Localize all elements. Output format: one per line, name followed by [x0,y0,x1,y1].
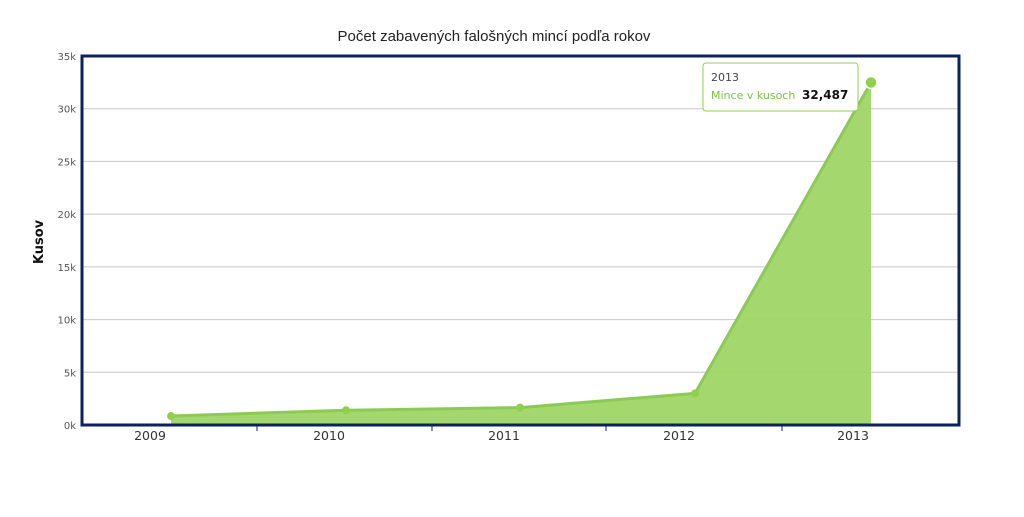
data-points [167,75,878,421]
tooltip-box [702,62,859,112]
data-point[interactable] [864,75,878,90]
y-tick-label: 10k [57,316,76,327]
x-tick-label: 2010 [313,428,345,443]
y-axis-label: Kusov [32,219,47,264]
tooltip-value: 32,487 [802,88,848,102]
x-tick-label: 2011 [488,428,520,443]
x-axis-ticks: 2009 2010 2011 2012 2013 [134,426,869,443]
y-tick-label: 20k [57,210,76,221]
x-tick-label: 2013 [837,428,869,443]
y-tick-label: 25k [57,157,76,168]
chart-title: Počet zabavených falošných mincí podľa r… [338,28,651,45]
y-tick-label: 15k [57,263,76,274]
plot-frame [80,54,961,427]
x-tick-label: 2009 [134,428,166,443]
data-point[interactable] [167,412,175,421]
data-point[interactable] [342,406,350,415]
tooltip-series-label: Mince v kusoch [711,89,795,102]
y-tick-label: 0k [64,421,76,432]
tooltip: 2013 Mince v kusoch 32,487 [702,62,859,112]
y-tick-label: 30k [57,105,76,116]
data-point[interactable] [516,403,524,412]
y-axis-ticks: 0k 5k 10k 15k 20k 25k 30k 35k [57,52,76,432]
series-area-fill [171,82,871,425]
y-tick-label: 5k [64,368,76,379]
tooltip-category: 2013 [711,71,739,84]
series-area [170,81,873,425]
y-tick-label: 35k [57,52,76,63]
x-tick-label: 2012 [663,428,695,443]
data-point[interactable] [691,389,699,398]
